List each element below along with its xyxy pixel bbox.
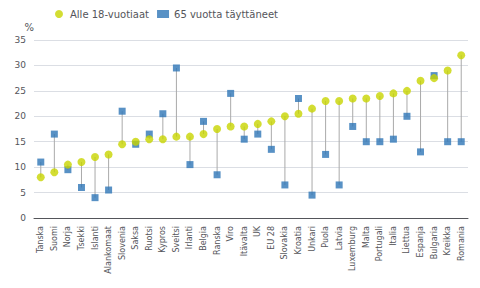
svg-text:20: 20 <box>15 111 27 121</box>
svg-text:Irlanti: Irlanti <box>185 226 194 249</box>
svg-text:Belgia: Belgia <box>199 226 208 251</box>
svg-text:Bulgaria: Bulgaria <box>430 226 439 259</box>
svg-text:Italia: Italia <box>389 226 398 246</box>
svg-text:%: % <box>24 22 34 33</box>
svg-text:Slovakia: Slovakia <box>280 226 289 260</box>
svg-text:Ranska: Ranska <box>213 226 222 255</box>
svg-text:Espanja: Espanja <box>416 226 425 257</box>
svg-text:Malta: Malta <box>362 226 371 248</box>
svg-text:Alankomaat: Alankomaat <box>104 226 113 274</box>
svg-text:Kroatia: Kroatia <box>294 226 303 255</box>
svg-text:5: 5 <box>20 188 26 198</box>
svg-text:EU 28: EU 28 <box>267 226 276 250</box>
svg-text:Tsekki: Tsekki <box>77 226 86 251</box>
svg-text:Kreikka: Kreikka <box>443 226 452 256</box>
svg-text:Tanska: Tanska <box>36 226 45 254</box>
svg-text:Kypros: Kypros <box>158 226 167 253</box>
svg-text:35: 35 <box>15 35 26 45</box>
svg-text:25: 25 <box>15 86 26 96</box>
svg-text:Viro: Viro <box>226 226 235 242</box>
svg-text:30: 30 <box>15 60 27 70</box>
svg-text:Suomi: Suomi <box>50 226 59 251</box>
svg-text:Norja: Norja <box>63 226 72 247</box>
svg-text:Puola: Puola <box>321 226 330 248</box>
svg-text:Islanti: Islanti <box>91 226 100 250</box>
svg-text:Portugali: Portugali <box>375 226 384 261</box>
svg-text:UK: UK <box>253 225 262 237</box>
svg-text:Unkari: Unkari <box>308 226 317 252</box>
svg-text:Sveitsi: Sveitsi <box>172 226 181 252</box>
svg-text:Alle 18-vuotiaat: Alle 18-vuotiaat <box>70 9 149 20</box>
svg-text:Saksa: Saksa <box>131 226 140 250</box>
svg-text:Latvia: Latvia <box>335 226 344 250</box>
svg-text:Luxemburg: Luxemburg <box>348 226 357 271</box>
svg-text:10: 10 <box>15 162 27 172</box>
svg-text:Slovenia: Slovenia <box>118 226 127 260</box>
svg-text:Ruotsi: Ruotsi <box>145 226 154 251</box>
svg-text:0: 0 <box>20 213 26 223</box>
svg-text:Itävalta: Itävalta <box>240 226 249 256</box>
svg-text:65 vuotta täyttäneet: 65 vuotta täyttäneet <box>174 9 278 20</box>
svg-text:15: 15 <box>15 137 26 147</box>
svg-text:Liettua: Liettua <box>402 226 411 254</box>
svg-text:Romania: Romania <box>457 226 466 261</box>
